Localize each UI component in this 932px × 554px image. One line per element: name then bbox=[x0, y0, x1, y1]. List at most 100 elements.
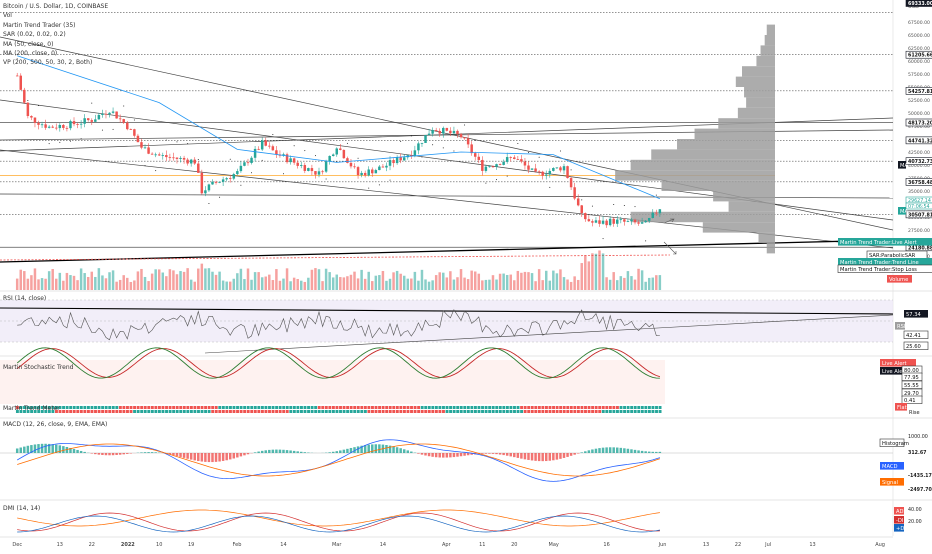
candle bbox=[122, 119, 124, 123]
macd-histogram-bar bbox=[570, 453, 572, 456]
dmi-pane-title[interactable]: DMI (14, 14) bbox=[3, 505, 40, 512]
volume-bar bbox=[23, 271, 25, 290]
macd-histogram-bar bbox=[286, 450, 288, 453]
candle bbox=[556, 167, 558, 168]
macd-histogram-bar bbox=[236, 453, 238, 457]
volume-profile-bar bbox=[651, 149, 775, 159]
sar-dot bbox=[272, 134, 273, 135]
legend-item-ma200[interactable]: MA (200, close, 0) bbox=[3, 49, 108, 58]
candle bbox=[364, 173, 366, 176]
legend-item-vol[interactable]: Vol bbox=[3, 11, 108, 20]
volume-bar bbox=[137, 271, 139, 290]
legend-item-trend-trader[interactable]: Martin Trend Trader (35) bbox=[3, 21, 108, 30]
trend-meter-cell bbox=[655, 406, 658, 409]
trend-meter-cell bbox=[165, 410, 168, 413]
sar-dot bbox=[70, 141, 71, 142]
legend-item-ma50[interactable]: MA (50, close, 0) bbox=[3, 40, 108, 49]
candle bbox=[158, 154, 160, 155]
rsi-pane-title[interactable]: RSI (14, close) bbox=[3, 295, 46, 302]
candle bbox=[495, 164, 497, 167]
volume-bar bbox=[627, 271, 629, 290]
candle bbox=[293, 158, 295, 162]
volume-bar bbox=[336, 275, 338, 290]
trend-meter-cell bbox=[314, 406, 317, 409]
trend-meter-cell bbox=[307, 410, 310, 413]
trend-meter-cell bbox=[435, 406, 438, 409]
candle bbox=[48, 127, 50, 128]
trend-meter-cell bbox=[414, 410, 417, 413]
legend-item-vp[interactable]: VP (200, 500, 50, 30, 2, Both) bbox=[3, 58, 108, 67]
candle bbox=[137, 136, 139, 142]
volume-bar bbox=[193, 282, 195, 290]
trend-meter-cell bbox=[591, 406, 594, 409]
current-price-label: 07:06:54 bbox=[908, 204, 930, 210]
volume-bar bbox=[225, 282, 227, 290]
trend-meter-cell bbox=[101, 410, 104, 413]
trend-meter-cell bbox=[147, 406, 150, 409]
trend-meter-cell bbox=[83, 410, 86, 413]
trend-meter-cell bbox=[211, 410, 214, 413]
volume-bar bbox=[346, 276, 348, 290]
volume-bar bbox=[499, 274, 501, 290]
trend-meter-cell bbox=[375, 406, 378, 409]
dmi-axis-label: 20.00 bbox=[908, 519, 922, 525]
sar-dot bbox=[358, 158, 359, 159]
trend-meter-cell bbox=[300, 410, 303, 413]
symbol-title[interactable]: Bitcoin / U.S. Dollar, 1D, COINBASE bbox=[3, 2, 108, 11]
macd-histogram-bar bbox=[296, 451, 298, 453]
candle bbox=[23, 90, 25, 103]
sar-dot bbox=[624, 205, 625, 206]
volume-bar bbox=[353, 272, 355, 290]
volume-bar bbox=[378, 275, 380, 290]
volume-profile-bar bbox=[746, 97, 775, 107]
trend-meter-cell bbox=[73, 406, 76, 409]
trend-meter-cell bbox=[293, 406, 296, 409]
trend-meter-cell bbox=[364, 406, 367, 409]
candle bbox=[69, 121, 71, 128]
trend-meter-cell bbox=[410, 406, 413, 409]
legend-item-sar[interactable]: SAR (0.02, 0.02, 0.2) bbox=[3, 30, 108, 39]
candle bbox=[179, 158, 181, 159]
volume-bar bbox=[488, 280, 490, 290]
trend-meter-cell bbox=[481, 410, 484, 413]
volume-bar bbox=[634, 280, 636, 290]
trend-meter-cell bbox=[222, 410, 225, 413]
candle bbox=[339, 148, 341, 150]
trend-meter-cell bbox=[577, 406, 580, 409]
trend-meter-cell bbox=[112, 406, 115, 409]
macd-pane-title[interactable]: MACD (12, 26, close, 9, EMA, EMA) bbox=[3, 421, 107, 428]
trend-meter-cell bbox=[446, 410, 449, 413]
trend-meter-cell bbox=[492, 406, 495, 409]
volume-bar bbox=[474, 271, 476, 290]
candle bbox=[424, 135, 426, 143]
trend-meter-title[interactable]: Martin Trend Meter bbox=[3, 405, 60, 412]
trend-meter-cell bbox=[417, 406, 420, 409]
trend-meter-cell bbox=[598, 410, 601, 413]
trend-meter-cell bbox=[556, 406, 559, 409]
trend-meter-cell bbox=[637, 406, 640, 409]
macd-histogram-bar bbox=[94, 453, 96, 454]
trend-meter-cell bbox=[517, 410, 520, 413]
candle bbox=[151, 154, 153, 155]
candle bbox=[140, 142, 142, 148]
trend-meter-cell bbox=[243, 406, 246, 409]
candle bbox=[16, 76, 18, 77]
volume-bar bbox=[655, 275, 657, 290]
candle bbox=[609, 219, 611, 225]
volume-bar bbox=[218, 272, 220, 290]
volume-bar bbox=[140, 269, 142, 290]
trend-meter-cell bbox=[133, 406, 136, 409]
candle bbox=[37, 123, 39, 125]
volume-bar bbox=[236, 273, 238, 290]
stoch-pane-title[interactable]: Martin Stochastic Trend bbox=[3, 364, 73, 371]
trend-meter-cell bbox=[73, 410, 76, 413]
candle bbox=[211, 182, 213, 185]
volume-bar bbox=[566, 279, 568, 290]
macd-histogram-bar bbox=[222, 453, 224, 461]
candle bbox=[637, 222, 639, 223]
trend-meter-cell bbox=[154, 410, 157, 413]
candle bbox=[442, 128, 444, 134]
trend-meter-cell bbox=[268, 406, 271, 409]
macd-histogram-bar bbox=[293, 451, 295, 453]
